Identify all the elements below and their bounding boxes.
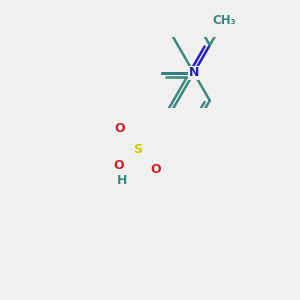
Text: H: H bbox=[117, 174, 127, 188]
Text: O: O bbox=[150, 163, 161, 176]
Text: CH₃: CH₃ bbox=[212, 14, 236, 27]
Text: O: O bbox=[114, 159, 124, 172]
Text: O: O bbox=[114, 122, 125, 135]
Text: S: S bbox=[133, 143, 142, 156]
Text: N: N bbox=[189, 66, 199, 79]
